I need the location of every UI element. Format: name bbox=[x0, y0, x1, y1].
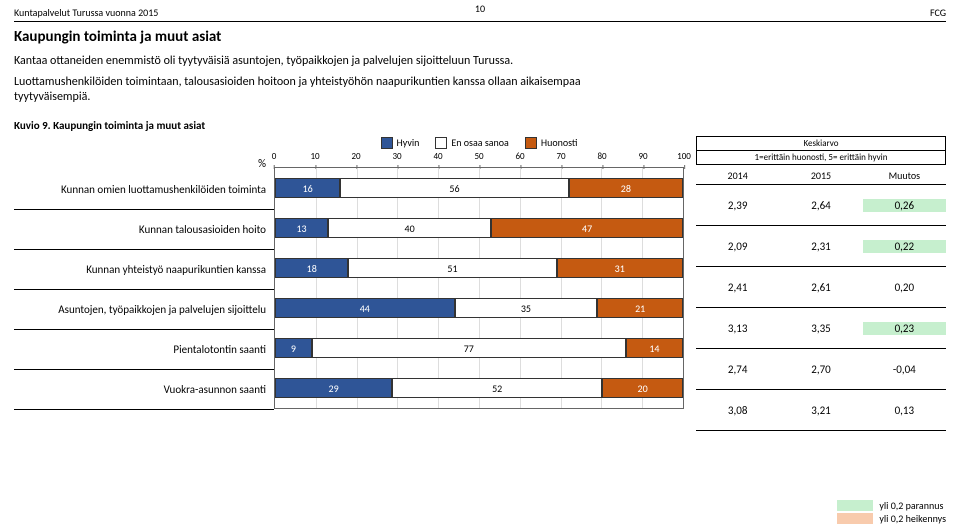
legend-enosaa: En osaa sanoa bbox=[451, 136, 508, 149]
bar-segment: 40 bbox=[328, 218, 491, 238]
metric-cell: 2,61 bbox=[779, 281, 862, 294]
bar-segment: 52 bbox=[392, 378, 602, 398]
metric-cell: 0,26 bbox=[863, 199, 946, 212]
bar-segment: 77 bbox=[312, 338, 626, 358]
metric-cell: 3,35 bbox=[779, 322, 862, 335]
change-legend: yli 0,2 parannus yli 0,2 heikennys bbox=[837, 499, 946, 525]
bar-row: 185131 bbox=[275, 248, 683, 288]
metric-cell: 2,09 bbox=[696, 240, 779, 253]
axis-tick: 70 bbox=[556, 151, 565, 162]
axis-tick: 90 bbox=[638, 151, 647, 162]
metrics-col-muutos: Muutos bbox=[863, 167, 946, 184]
row-label: Asuntojen, työpaikkojen ja palvelujen si… bbox=[14, 290, 274, 330]
row-label: Vuokra-asunnon saanti bbox=[14, 370, 274, 410]
metric-row: 2,392,640,26 bbox=[696, 185, 946, 226]
row-label: Kunnan omien luottamushenkilöiden toimin… bbox=[14, 170, 274, 210]
bar-segment: 44 bbox=[275, 298, 455, 318]
legend: Hyvin En osaa sanoa Huonosti bbox=[274, 136, 684, 149]
axis-tick: 60 bbox=[515, 151, 524, 162]
metrics-header: 2014 2015 Muutos bbox=[696, 167, 946, 185]
metric-cell: 0,22 bbox=[863, 240, 946, 253]
axis-tick: 80 bbox=[597, 151, 606, 162]
bar-segment: 28 bbox=[569, 178, 683, 198]
percent-symbol: % bbox=[14, 154, 274, 170]
axis-tick: 10 bbox=[310, 151, 319, 162]
keskiarvo-title: Keskiarvo bbox=[697, 137, 945, 151]
axis-tick: 100 bbox=[677, 151, 691, 162]
intro-line-1: Kantaa ottaneiden enemmistö oli tyytyväi… bbox=[14, 54, 654, 69]
header-right: FCG bbox=[930, 6, 946, 19]
row-label: Pientalotontin saanti bbox=[14, 330, 274, 370]
legend-heikennys: yli 0,2 heikennys bbox=[879, 512, 946, 525]
x-axis: 0102030405060708090100 bbox=[274, 151, 684, 168]
axis-tick: 0 bbox=[272, 151, 277, 162]
bar-segment: 47 bbox=[491, 218, 683, 238]
bar-row: 97714 bbox=[275, 328, 683, 368]
bar-segment: 20 bbox=[602, 378, 683, 398]
metric-cell: 3,08 bbox=[696, 404, 779, 417]
metric-row: 2,092,310,22 bbox=[696, 226, 946, 267]
bar-segment: 18 bbox=[275, 258, 348, 278]
bar-segment: 14 bbox=[626, 338, 683, 358]
metric-row: 2,412,610,20 bbox=[696, 267, 946, 308]
legend-huonosti: Huonosti bbox=[541, 136, 578, 149]
bar-row: 165628 bbox=[275, 168, 683, 208]
metric-cell: 2,31 bbox=[779, 240, 862, 253]
metric-cell: 2,74 bbox=[696, 363, 779, 376]
metric-row: 3,083,210,13 bbox=[696, 390, 946, 431]
legend-hyvin: Hyvin bbox=[397, 136, 420, 149]
row-label: Kunnan talousasioiden hoito bbox=[14, 210, 274, 250]
page-number: 10 bbox=[475, 2, 485, 15]
page-title: Kaupungin toiminta ja muut asiat bbox=[14, 28, 946, 46]
header-left: Kuntapalvelut Turussa vuonna 2015 bbox=[14, 6, 158, 19]
bar-row: 295220 bbox=[275, 368, 683, 408]
bar-segment: 13 bbox=[275, 218, 328, 238]
kuvio-label: Kuvio 9. Kaupungin toiminta ja muut asia… bbox=[14, 119, 946, 132]
bar-segment: 16 bbox=[275, 178, 340, 198]
axis-tick: 30 bbox=[392, 151, 401, 162]
metric-cell: 0,20 bbox=[863, 281, 946, 294]
metric-cell: 3,13 bbox=[696, 322, 779, 335]
metric-cell: 2,41 bbox=[696, 281, 779, 294]
metrics-col-2015: 2015 bbox=[779, 167, 862, 184]
metric-cell: 2,64 bbox=[779, 199, 862, 212]
bar-segment: 21 bbox=[597, 298, 683, 318]
metric-cell: 2,70 bbox=[779, 363, 862, 376]
bar-row: 134047 bbox=[275, 208, 683, 248]
metric-cell: -0,04 bbox=[863, 363, 946, 376]
axis-tick: 40 bbox=[433, 151, 442, 162]
bar-segment: 35 bbox=[455, 298, 598, 318]
metric-row: 3,133,350,23 bbox=[696, 308, 946, 349]
metric-cell: 0,13 bbox=[863, 404, 946, 417]
metric-row: 2,742,70-0,04 bbox=[696, 349, 946, 390]
metric-cell: 3,21 bbox=[779, 404, 862, 417]
keskiarvo-sub: 1=erittäin huonosti, 5= erittäin hyvin bbox=[697, 151, 945, 164]
axis-tick: 50 bbox=[474, 151, 483, 162]
metric-cell: 0,23 bbox=[863, 322, 946, 335]
bar-segment: 9 bbox=[275, 338, 312, 358]
row-label: Kunnan yhteistyö naapurikuntien kanssa bbox=[14, 250, 274, 290]
intro-line-2: Luottamushenkilöiden toimintaan, talousa… bbox=[14, 75, 654, 105]
bar-segment: 56 bbox=[340, 178, 568, 198]
metrics-col-2014: 2014 bbox=[696, 167, 779, 184]
bar-row: 443521 bbox=[275, 288, 683, 328]
legend-parannus: yli 0,2 parannus bbox=[879, 499, 943, 512]
keskiarvo-box: Keskiarvo 1=erittäin huonosti, 5= erittä… bbox=[696, 136, 946, 165]
stacked-bar-chart: % Kunnan omien luottamushenkilöiden toim… bbox=[14, 136, 946, 431]
axis-tick: 20 bbox=[351, 151, 360, 162]
metric-cell: 2,39 bbox=[696, 199, 779, 212]
bar-segment: 51 bbox=[348, 258, 556, 278]
bar-segment: 29 bbox=[275, 378, 392, 398]
bar-segment: 31 bbox=[557, 258, 683, 278]
